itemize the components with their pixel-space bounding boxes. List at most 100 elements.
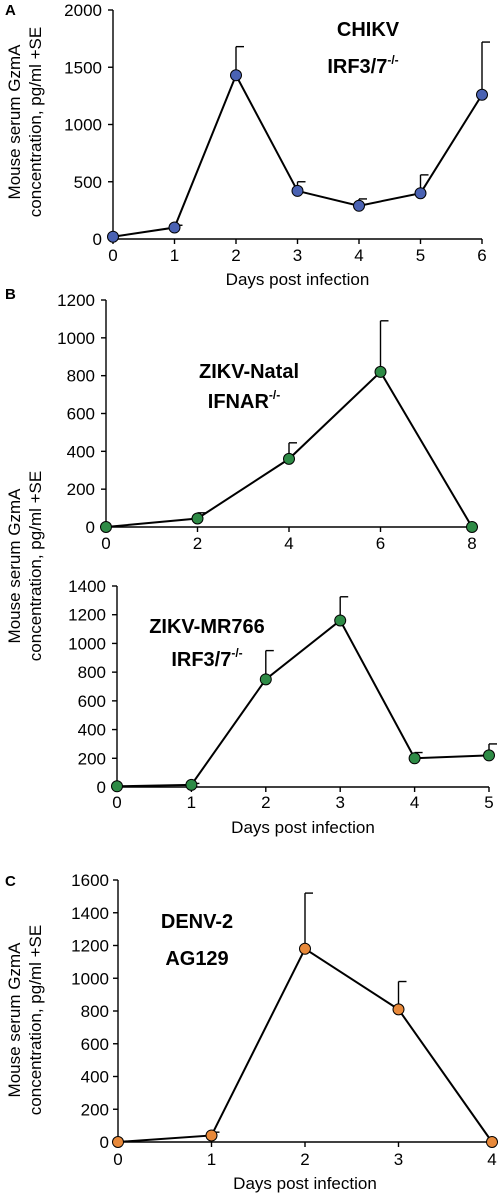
chart-chikv: 0 500 1000 1500 2000 0 1 2 3 4 5 6 Days post infecti… — [64, 1, 490, 289]
annotation-a-line2: IRF3/7-/- — [327, 53, 398, 78]
annotation-b2-line1: ZIKV-MR766 — [149, 616, 265, 638]
data-point — [299, 942, 311, 955]
y-axis-label-c-line1: Mouse serum GzmA — [5, 942, 24, 1098]
y-tick-label: 1400 — [71, 904, 109, 923]
data-point — [353, 199, 365, 212]
y-tick-label: 1200 — [68, 606, 106, 625]
y-axis-label-c: Mouse serum GzmA concentration, pg/ml +S… — [5, 925, 45, 1115]
x-tick-label: 4 — [487, 1150, 496, 1169]
y-axis-label-b-line2: concentration, pg/ml +SE — [26, 471, 45, 661]
y-tick-label: 600 — [67, 405, 95, 424]
data-point — [483, 749, 495, 762]
x-tick-label: 2 — [300, 1150, 309, 1169]
annotation-b2-line2: IRF3/7-/- — [171, 646, 242, 671]
data-point — [408, 752, 421, 765]
x-tick-label: 3 — [293, 246, 302, 265]
chart-zikv-natal: 0 200 400 600 800 1000 1200 0 2 4 6 8 — [57, 291, 478, 553]
y-tick-label: 500 — [74, 173, 102, 192]
y-tick-label: 0 — [93, 230, 102, 249]
data-point — [414, 187, 427, 200]
y-tick-label: 800 — [67, 367, 95, 386]
y-tick-label: 200 — [67, 480, 95, 499]
data-point — [392, 1003, 405, 1016]
y-tick-label: 600 — [81, 1035, 109, 1054]
x-tick-label: 0 — [112, 793, 121, 812]
annotation-c-line1: DENV-2 — [161, 911, 233, 933]
data-point — [112, 1136, 124, 1148]
data-point — [191, 512, 204, 525]
data-point — [107, 230, 119, 243]
x-tick-label: 8 — [467, 534, 476, 553]
panel-label-c: C — [5, 873, 16, 890]
x-tick-label: 1 — [187, 793, 196, 812]
x-tick-label: 0 — [113, 1150, 122, 1169]
y-axis-label-b-line1: Mouse serum GzmA — [5, 488, 24, 644]
y-tick-label: 1600 — [71, 871, 109, 890]
x-tick-label: 2 — [261, 793, 270, 812]
y-tick-label: 1400 — [68, 577, 106, 596]
data-point — [374, 365, 387, 378]
data-point — [168, 221, 181, 234]
y-tick-label: 2000 — [64, 1, 102, 20]
data-point — [291, 184, 304, 197]
x-axis-label: Days post infection — [226, 270, 370, 289]
x-tick-label: 0 — [101, 534, 110, 553]
series-line — [116, 618, 490, 788]
series-line — [117, 947, 493, 1143]
x-axis-label: Days post infection — [233, 1174, 377, 1193]
y-tick-label: 800 — [78, 663, 106, 682]
y-tick-label: 1000 — [57, 329, 95, 348]
y-tick-label: 1500 — [64, 58, 102, 77]
chart-denv2: 0 200 400 600 800 1000 1200 1400 1600 0 1 2 3 4 Days p… — [71, 871, 498, 1193]
x-tick-label: 4 — [410, 793, 419, 812]
data-point — [486, 1136, 498, 1148]
x-tick-label: 0 — [108, 246, 117, 265]
y-tick-label: 400 — [67, 442, 95, 461]
y-tick-label: 200 — [78, 749, 106, 768]
data-point — [476, 88, 488, 101]
data-point — [334, 614, 347, 627]
y-tick-label: 0 — [86, 518, 95, 537]
panel-label-b: B — [5, 286, 16, 303]
data-point — [283, 452, 295, 465]
panel-label-a: A — [5, 2, 16, 19]
y-tick-label: 0 — [97, 778, 106, 797]
data-point — [259, 673, 272, 686]
x-tick-label: 3 — [394, 1150, 403, 1169]
x-tick-label: 2 — [231, 246, 240, 265]
x-tick-label: 5 — [416, 246, 425, 265]
annotation-b-line1: ZIKV-Natal — [199, 361, 299, 383]
y-tick-label: 600 — [78, 692, 106, 711]
y-axis-label-a-line2: concentration, pg/ml +SE — [26, 27, 45, 217]
y-tick-label: 1200 — [71, 937, 109, 956]
annotation-a-line1: CHIKV — [337, 19, 400, 41]
data-point — [230, 69, 242, 82]
y-tick-label: 1000 — [64, 116, 102, 135]
x-tick-label: 1 — [207, 1150, 216, 1169]
y-tick-label: 800 — [81, 1002, 109, 1021]
x-tick-label: 4 — [354, 246, 363, 265]
x-tick-label: 3 — [335, 793, 344, 812]
data-point — [100, 521, 112, 533]
data-point — [185, 778, 198, 791]
chart-zikv-mr766: 0 200 400 600 800 1000 1200 1400 0 1 2 3 4 5 Days post… — [68, 577, 497, 837]
y-axis-label-a-line1: Mouse serum GzmA — [5, 44, 24, 200]
y-tick-label: 1000 — [68, 634, 106, 653]
annotation-c-line2: AG129 — [165, 948, 228, 970]
y-tick-label: 1200 — [57, 291, 95, 310]
x-tick-label: 1 — [170, 246, 179, 265]
y-axis-label-c-line2: concentration, pg/ml +SE — [26, 925, 45, 1115]
y-tick-label: 400 — [78, 721, 106, 740]
x-tick-label: 4 — [284, 534, 293, 553]
y-tick-label: 1000 — [71, 969, 109, 988]
y-tick-label: 200 — [81, 1100, 109, 1119]
data-point — [466, 521, 478, 533]
annotation-b-line2: IFNAR-/- — [208, 388, 280, 413]
x-tick-label: 5 — [484, 793, 493, 812]
y-axis-label-a: Mouse serum GzmA concentration, pg/ml +S… — [5, 27, 45, 217]
y-tick-label: 400 — [81, 1068, 109, 1087]
series-line — [112, 72, 483, 238]
x-tick-label: 6 — [376, 534, 385, 553]
y-tick-label: 0 — [100, 1133, 109, 1152]
